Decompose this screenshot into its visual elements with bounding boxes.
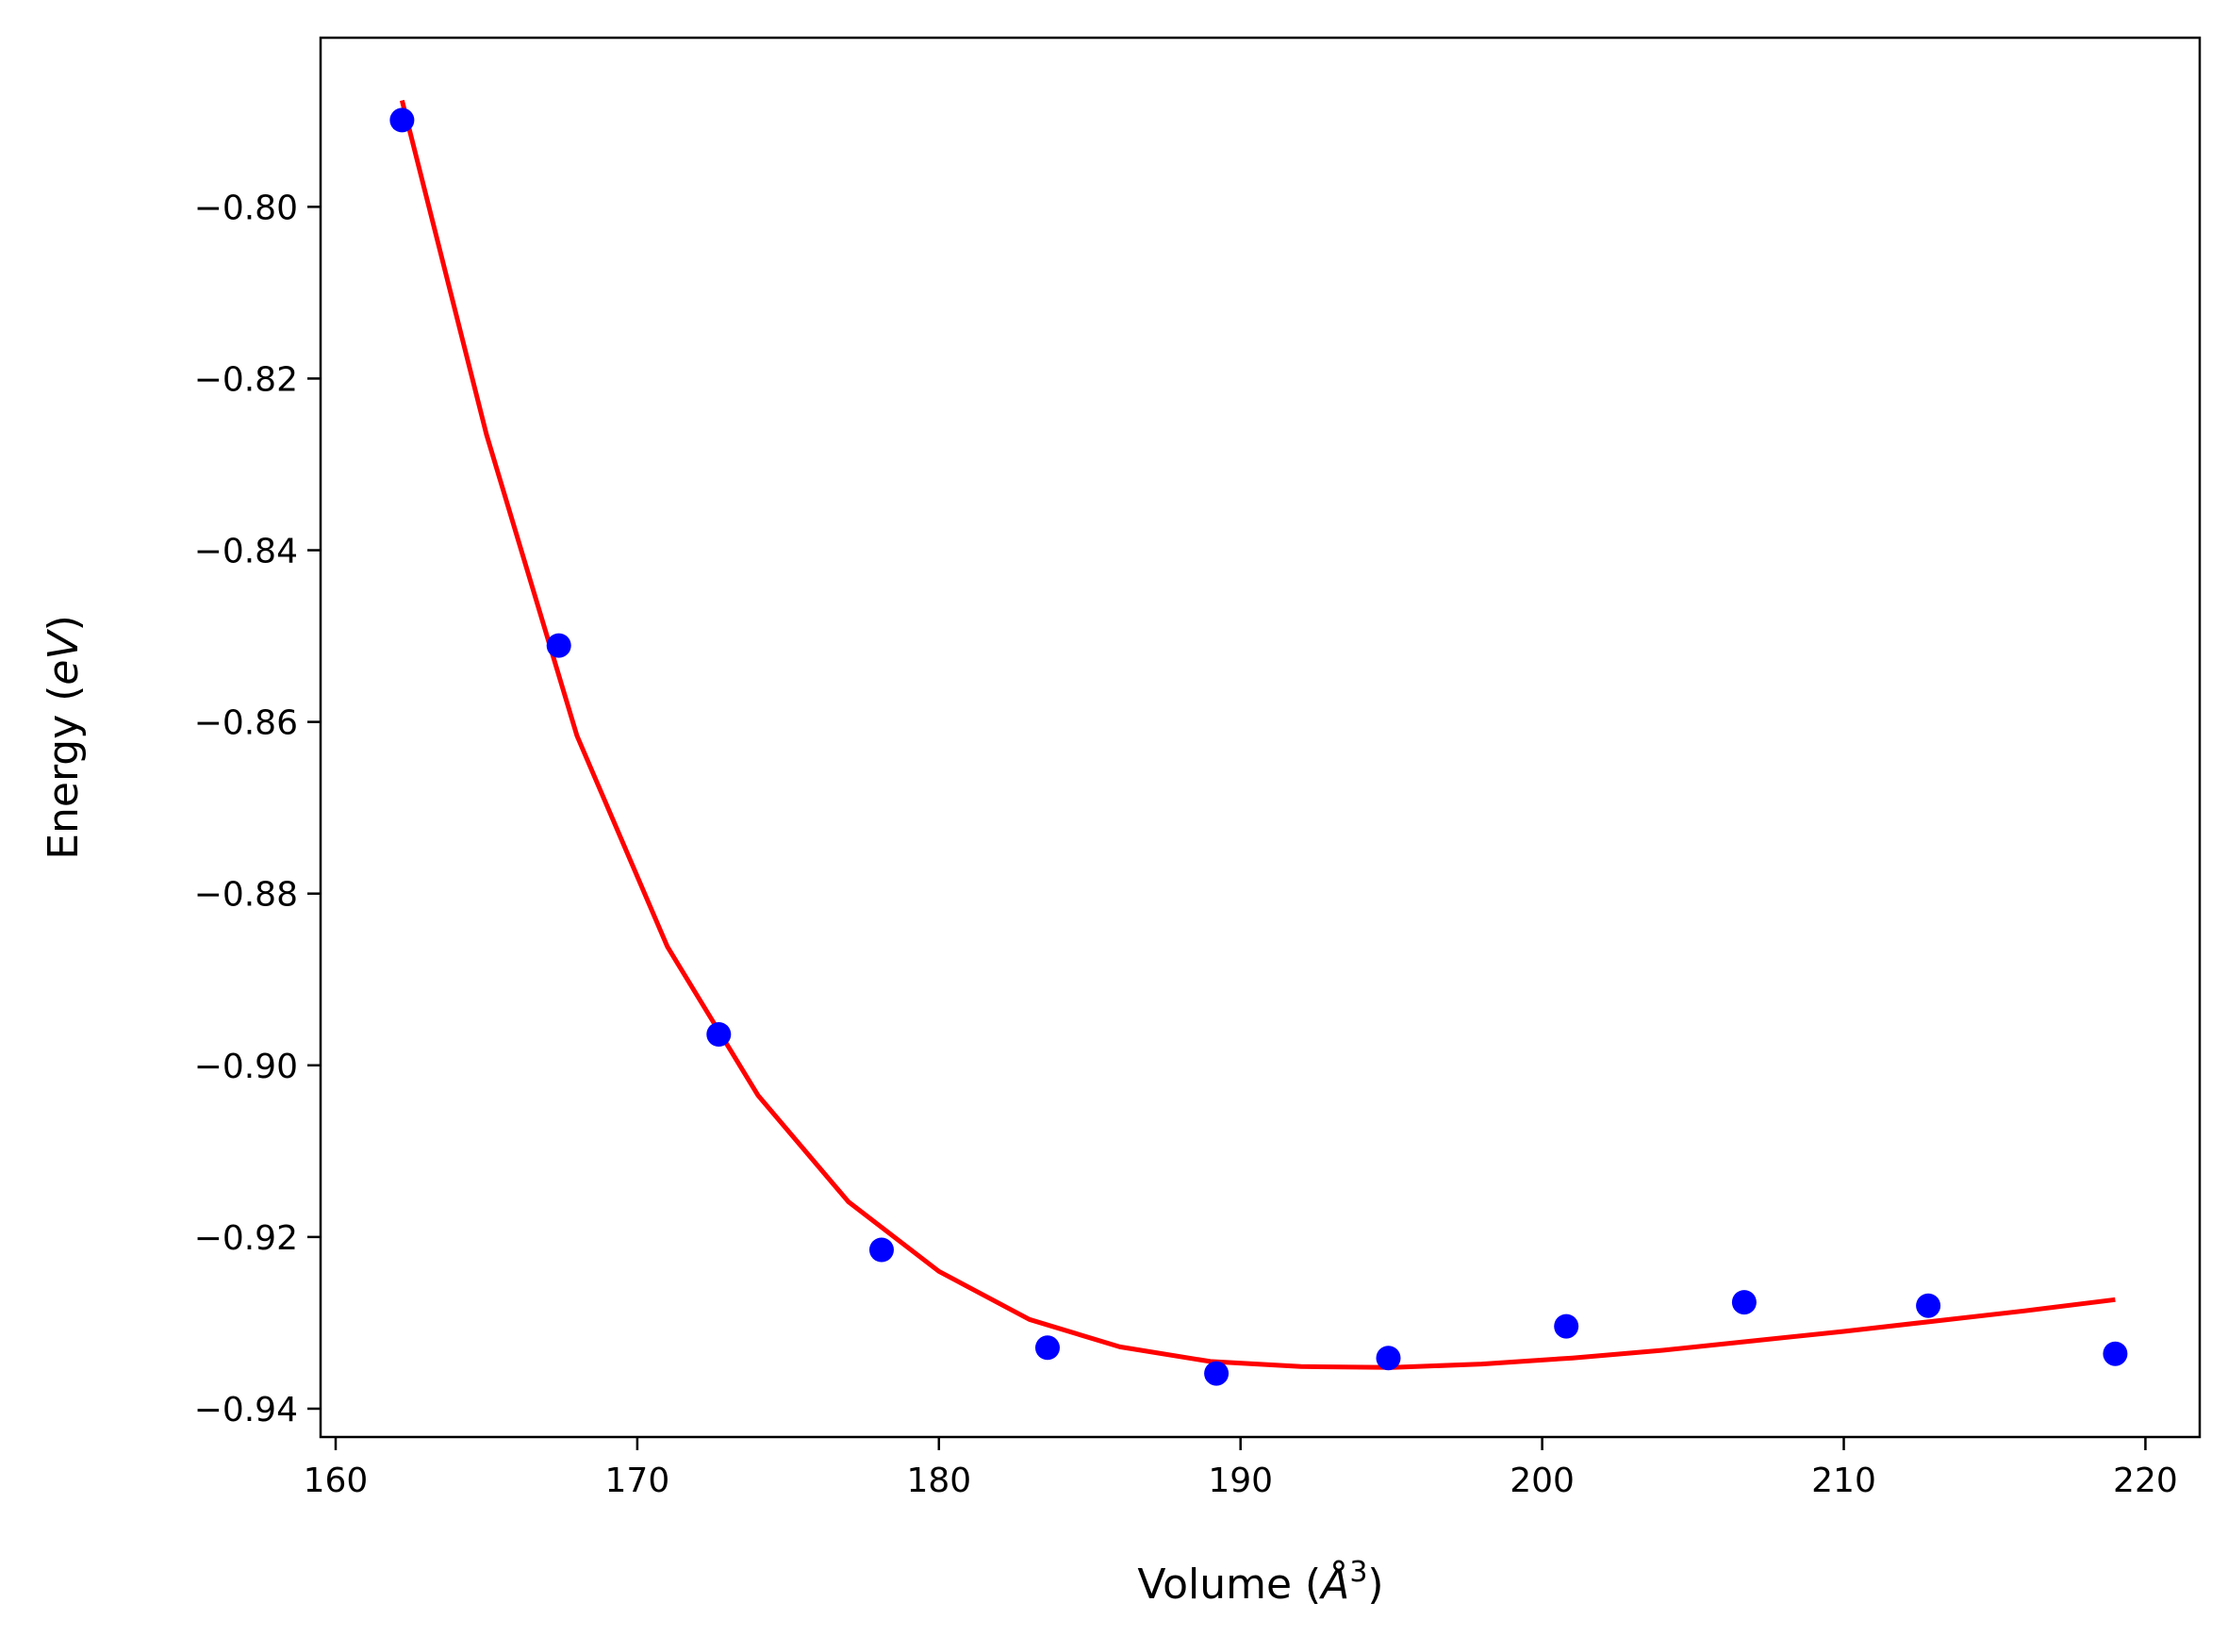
fit-curve-line	[399, 99, 2116, 1370]
data-point	[1204, 1361, 1230, 1386]
x-axis-label-main: Volume (	[1137, 1561, 1321, 1609]
x-tick-label: 170	[605, 1462, 670, 1500]
data-point	[1554, 1313, 1579, 1339]
data-point	[1916, 1293, 1941, 1318]
y-tick-label: −0.88	[194, 876, 298, 915]
x-tick-label: 190	[1208, 1462, 1273, 1500]
data-point	[706, 1022, 732, 1047]
x-axis-label-close: )	[1367, 1561, 1383, 1609]
x-axis-label-unit: Å	[1318, 1559, 1349, 1609]
x-tick-label: 180	[906, 1462, 971, 1500]
data-point	[869, 1237, 894, 1263]
x-axis-label-superscript: 3	[1349, 1556, 1367, 1589]
x-tick-label: 200	[1510, 1462, 1575, 1500]
axes-frame	[319, 36, 2202, 1439]
data-point	[1731, 1290, 1757, 1315]
axis-ticks: 160 170 180 190 200 210 220 −0.80 −0.82 −0.84 −0.8…	[194, 189, 2178, 1500]
y-axis-label-close: )	[40, 615, 88, 631]
data-point	[1035, 1335, 1060, 1361]
x-tick-label: 220	[2113, 1462, 2178, 1500]
y-axis-label-main: Energy (	[40, 686, 88, 860]
x-tick-label: 210	[1811, 1462, 1876, 1500]
y-tick-label: −0.94	[194, 1391, 298, 1429]
y-tick-label: −0.90	[194, 1048, 298, 1086]
data-point	[1376, 1346, 1401, 1371]
data-point	[389, 107, 415, 133]
y-tick-label: −0.86	[194, 704, 298, 743]
y-tick-label: −0.84	[194, 533, 298, 571]
data-point	[2103, 1341, 2128, 1366]
y-tick-label: −0.80	[194, 189, 298, 227]
x-tick-label: 160	[304, 1462, 369, 1500]
y-tick-label: −0.92	[194, 1219, 298, 1258]
plot-area	[389, 99, 2128, 1386]
data-point	[546, 633, 571, 658]
y-tick-label: −0.82	[194, 360, 298, 399]
y-axis-label: Energy (eV)	[40, 615, 88, 860]
y-axis-label-unit: eV	[40, 629, 88, 686]
x-axis-label: Volume (Å3)	[1137, 1556, 1383, 1609]
